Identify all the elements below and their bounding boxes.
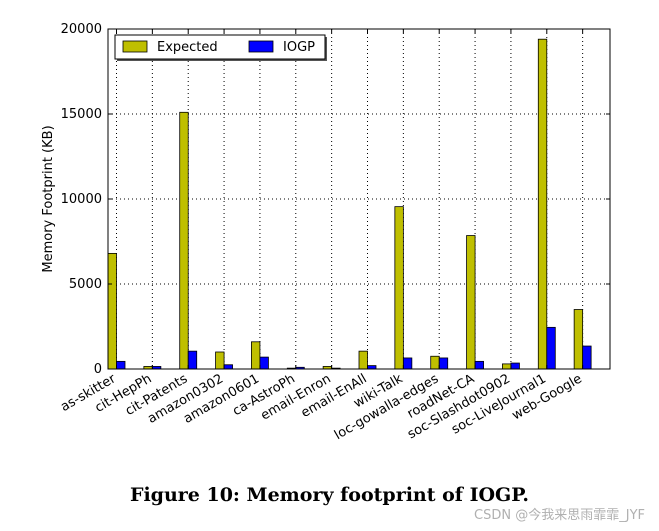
bar-expected	[107, 252, 117, 370]
legend-label-expected: Expected	[157, 40, 218, 55]
bar-iogp	[510, 362, 520, 370]
bar-expected	[394, 206, 404, 370]
y-axis-label: Memory Footprint (KB)	[41, 125, 56, 272]
bars	[107, 38, 592, 370]
y-tick-label: 15000	[61, 107, 102, 122]
bar-iogp	[438, 357, 449, 370]
figure-caption: Figure 10: Memory footprint of IOGP.	[129, 484, 530, 506]
legend-box	[114, 34, 326, 60]
bar-iogp	[474, 360, 484, 370]
legend-swatch-expected	[122, 40, 148, 53]
bar-expected	[179, 111, 189, 370]
bar-expected	[358, 350, 368, 370]
bar-iogp	[116, 360, 126, 370]
bar-expected	[537, 38, 548, 370]
axis-ticks: 05000100001500020000as-skittercit-HepPhc…	[58, 22, 610, 443]
watermark: CSDN @今我来思雨霏霏_JYF	[474, 508, 645, 523]
legend-label-iogp: IOGP	[283, 40, 315, 55]
y-tick-label: 20000	[61, 22, 102, 37]
bar-expected	[502, 363, 512, 370]
bar-iogp	[223, 364, 233, 370]
bar-iogp	[367, 365, 377, 370]
bar-expected	[573, 309, 584, 370]
bar-iogp	[402, 357, 413, 370]
bar-iogp	[187, 350, 198, 370]
bar-iogp	[259, 356, 269, 370]
bar-expected	[430, 355, 440, 370]
bar-expected	[251, 341, 261, 370]
bar-expected	[215, 351, 225, 370]
bar-expected	[466, 235, 476, 370]
legend: Expected IOGP	[114, 34, 327, 61]
y-tick-label: 0	[94, 362, 102, 377]
y-tick-label: 5000	[69, 277, 102, 292]
legend-swatch-iogp	[248, 40, 274, 53]
bar-iogp	[582, 345, 592, 370]
memory-footprint-chart: 05000100001500020000as-skittercit-HepPhc…	[41, 22, 611, 443]
bar-iogp	[546, 326, 556, 370]
y-tick-label: 10000	[61, 192, 102, 207]
